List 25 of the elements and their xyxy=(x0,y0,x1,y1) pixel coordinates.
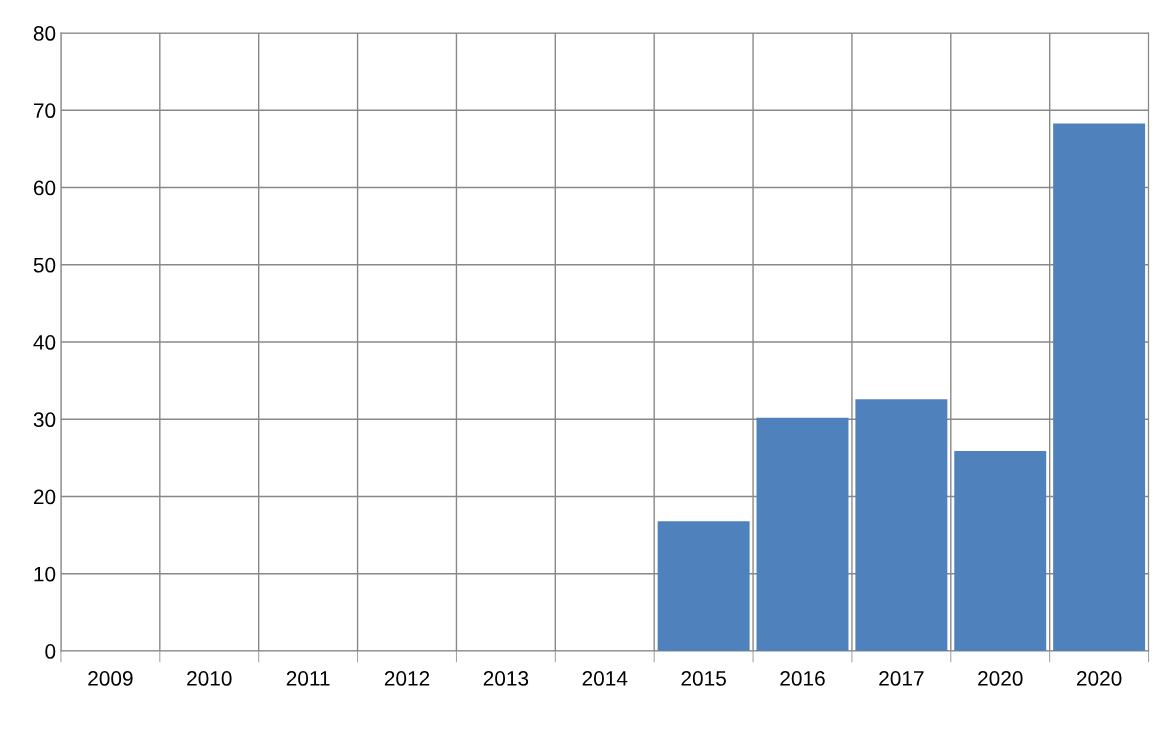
y-tick-label: 70 xyxy=(33,103,56,119)
x-tick-label: 2015 xyxy=(681,671,726,686)
y-tick-label: 40 xyxy=(33,335,56,350)
bar xyxy=(756,417,849,652)
bar xyxy=(657,521,750,652)
bar xyxy=(1053,123,1146,652)
x-tick-label: 2012 xyxy=(384,671,430,686)
y-tick-label: 30 xyxy=(33,412,56,428)
x-tick-label: 2013 xyxy=(483,671,529,686)
bar xyxy=(855,399,948,652)
x-tick-label: 2009 xyxy=(88,671,133,686)
x-tick-label: 2020 xyxy=(978,671,1023,686)
y-tick-label: 10 xyxy=(34,566,56,582)
y-tick-label: 0 xyxy=(45,644,56,659)
y-tick-label: 80 xyxy=(33,26,56,41)
bar xyxy=(954,450,1047,652)
x-tick-label: 2016 xyxy=(780,671,825,686)
x-tick-label: 2017 xyxy=(879,671,924,686)
y-tick-label: 50 xyxy=(33,257,56,273)
x-tick-label: 2014 xyxy=(582,671,628,686)
x-tick-label: 2010 xyxy=(187,671,232,686)
x-tick-label: 2020 xyxy=(1077,671,1122,686)
y-tick-label: 60 xyxy=(33,180,56,196)
x-tick-label: 2011 xyxy=(286,671,330,686)
y-tick-label: 20 xyxy=(33,489,56,505)
